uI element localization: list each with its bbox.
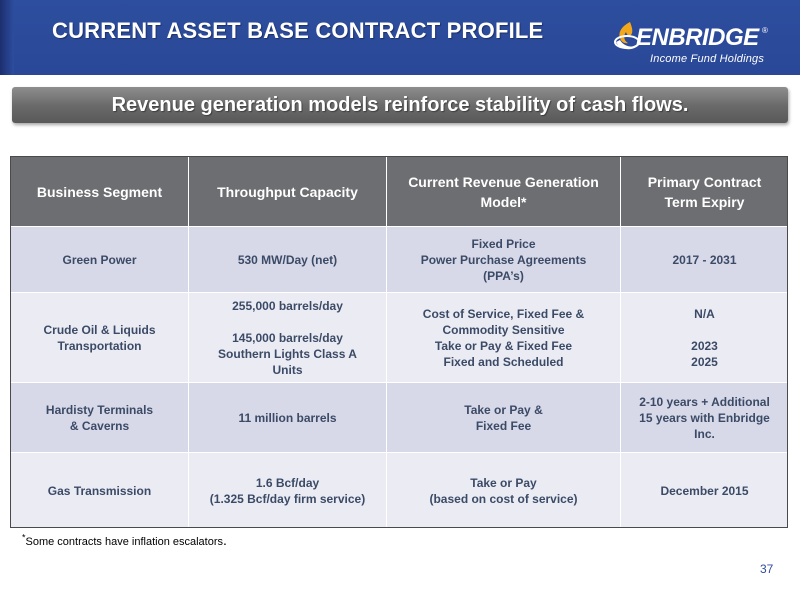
cell-line: 2023 xyxy=(691,338,718,353)
cell-line: & Caverns xyxy=(69,418,130,433)
table-header-row: Business Segment Throughput Capacity Cur… xyxy=(10,156,789,227)
cell-line: (PPA’s) xyxy=(483,268,524,283)
cell-line: 255,000 barrels/day xyxy=(232,298,343,313)
table-row: Gas Transmission 1.6 Bcf/day (1.325 Bcf/d… xyxy=(10,452,789,529)
cell-model: Cost of Service, Fixed Fee & Commodity Se… xyxy=(386,292,621,383)
cell-segment: Green Power xyxy=(10,226,189,293)
cell-line xyxy=(703,323,706,337)
cell-line: 2017 - 2031 xyxy=(672,252,737,267)
cell-line: Take or Pay & xyxy=(464,402,543,417)
cell-line: Commodity Sensitive xyxy=(442,322,565,337)
cell-line: Units xyxy=(272,362,303,377)
table-row: Green Power 530 MW/Day (net) Fixed Price… xyxy=(10,226,789,293)
cell-line: (based on cost of service) xyxy=(429,491,578,506)
cell-line: Gas Transmission xyxy=(47,483,152,498)
cell-line: 11 million barrels xyxy=(238,410,337,425)
col-header-model: Current Revenue Generation Model* xyxy=(386,156,621,227)
cell-line: 145,000 barrels/day xyxy=(232,330,343,345)
flame-logo-icon xyxy=(614,22,640,50)
cell-line: Transportation xyxy=(57,338,142,353)
logo-wordmark: ENBRIDGE xyxy=(636,24,759,51)
cell-model: Take or Pay & Fixed Fee xyxy=(386,382,621,453)
cell-line: Hardisty Terminals xyxy=(45,402,154,417)
cell-capacity: 11 million barrels xyxy=(188,382,387,453)
cell-line: Inc. xyxy=(694,426,715,441)
header-bar: CURRENT ASSET BASE CONTRACT PROFILE ENBR… xyxy=(0,0,800,75)
cell-line: (1.325 Bcf/day firm service) xyxy=(209,491,366,506)
logo-subtitle: Income Fund Holdings xyxy=(650,53,765,65)
cell-line: Fixed and Scheduled xyxy=(443,354,564,369)
cell-line: December 2015 xyxy=(660,483,749,498)
cell-line: Power Purchase Agreements xyxy=(420,252,587,267)
cell-line: Take or Pay & Fixed Fee xyxy=(434,338,573,353)
cell-model: Take or Pay (based on cost of service) xyxy=(386,452,621,529)
summary-banner: Revenue generation models reinforce stab… xyxy=(12,87,788,123)
footnote-period: . xyxy=(223,532,227,548)
cell-segment: Gas Transmission xyxy=(10,452,189,529)
cell-line: N/A xyxy=(694,306,715,321)
cell-term: 2017 - 2031 xyxy=(620,226,789,293)
cell-term: December 2015 xyxy=(620,452,789,529)
cell-capacity: 530 MW/Day (net) xyxy=(188,226,387,293)
contract-profile-table: Business Segment Throughput Capacity Cur… xyxy=(10,156,789,529)
page-number: 37 xyxy=(760,562,774,576)
cell-line: Fixed Price xyxy=(471,236,536,251)
cell-line: Cost of Service, Fixed Fee & xyxy=(422,306,585,321)
table-body: Green Power 530 MW/Day (net) Fixed Price… xyxy=(10,226,789,529)
col-header-term: Primary Contract Term Expiry xyxy=(620,156,789,227)
cell-line: Southern Lights Class A xyxy=(218,346,357,361)
cell-line: Crude Oil & Liquids xyxy=(43,322,156,337)
slide-title: CURRENT ASSET BASE CONTRACT PROFILE xyxy=(52,18,544,43)
cell-model: Fixed Price Power Purchase Agreements (PPA… xyxy=(386,226,621,293)
logo-registered-mark: ® xyxy=(762,26,768,35)
cell-line: Green Power xyxy=(62,252,137,267)
cell-capacity: 255,000 barrels/day 145,000 barrels/day S… xyxy=(188,292,387,383)
cell-segment: Hardisty Terminals & Caverns xyxy=(10,382,189,453)
cell-term: N/A 2023 2025 xyxy=(620,292,789,383)
cell-term: 2-10 years + Additional 15 years with Enb… xyxy=(620,382,789,453)
cell-line: 530 MW/Day (net) xyxy=(237,252,338,267)
cell-line: Take or Pay xyxy=(470,475,537,490)
header-accent xyxy=(0,0,14,75)
footnote-text: Some contracts have inflation escalators xyxy=(25,536,224,548)
cell-line: 2-10 years + Additional xyxy=(639,394,770,409)
footnote: *Some contracts have inflation escalator… xyxy=(22,532,227,548)
table-row: Hardisty Terminals & Caverns 11 million b… xyxy=(10,382,789,453)
banner-text: Revenue generation models reinforce stab… xyxy=(111,93,689,116)
cell-line: Fixed Fee xyxy=(475,418,532,433)
cell-line xyxy=(286,315,289,329)
col-header-capacity: Throughput Capacity xyxy=(188,156,387,227)
enbridge-logo: ENBRIDGE ® Income Fund Holdings xyxy=(612,18,782,68)
table-row: Crude Oil & Liquids Transportation 255,00… xyxy=(10,292,789,383)
cell-segment: Crude Oil & Liquids Transportation xyxy=(10,292,189,383)
cell-line: 2025 xyxy=(691,354,718,369)
footnote-mark: * xyxy=(22,532,26,543)
cell-line: 1.6 Bcf/day xyxy=(255,475,320,490)
cell-capacity: 1.6 Bcf/day (1.325 Bcf/day firm service) xyxy=(188,452,387,529)
cell-line: 15 years with Enbridge xyxy=(639,410,770,425)
col-header-segment: Business Segment xyxy=(10,156,189,227)
